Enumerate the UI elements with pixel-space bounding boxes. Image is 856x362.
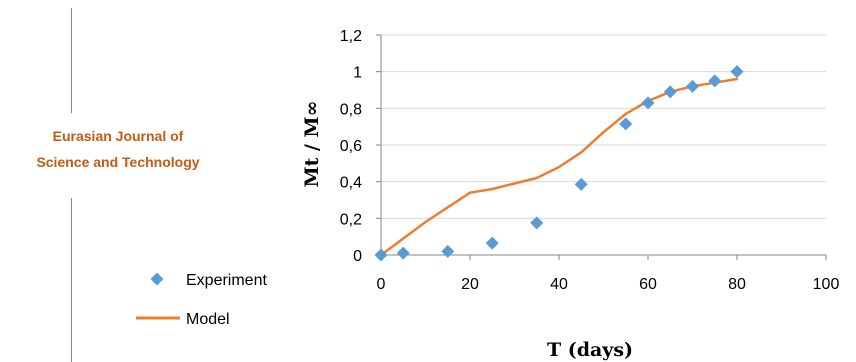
y-tick-label-5: 1 — [353, 65, 362, 82]
experiment-point-4 — [530, 216, 544, 230]
page-margin-rule-bottom — [71, 198, 72, 362]
experiment-point-7 — [641, 96, 655, 110]
y-tick-labels: 0 0,2 0,4 0,6 0,8 1 1,2 — [340, 28, 362, 265]
gridlines — [381, 34, 826, 219]
x-tick-label-1: 20 — [461, 276, 479, 293]
experiment-point-5 — [574, 177, 588, 191]
y-tick-label-3: 0,6 — [340, 138, 362, 155]
page-margin-rule-top — [71, 8, 72, 113]
y-tick-label-4: 0,8 — [340, 101, 362, 118]
legend-experiment-marker — [150, 272, 164, 286]
legend-experiment-label: Experiment — [186, 272, 267, 289]
watermark-line-2: Science and Technology — [0, 149, 236, 175]
experiment-point-2 — [441, 244, 455, 258]
series-model — [379, 77, 739, 257]
x-tick-label-0: 0 — [377, 276, 386, 293]
x-axis-title: T (days) — [547, 339, 633, 361]
y-axis-title: Mt / M∞ — [301, 101, 323, 188]
y-tick-label-1: 0,2 — [340, 211, 362, 228]
axes — [376, 34, 827, 260]
experiment-point-1 — [396, 246, 410, 260]
experiment-point-11 — [730, 65, 744, 79]
experiment-point-6 — [619, 117, 633, 131]
x-tick-label-5: 100 — [813, 276, 840, 293]
legend-model-label: Model — [186, 311, 230, 328]
y-tick-label-0: 0 — [353, 248, 362, 265]
watermark-line-1: Eurasian Journal of — [0, 123, 236, 149]
legend: Experiment Model — [136, 272, 267, 328]
series-experiment — [374, 65, 744, 262]
x-tick-label-2: 40 — [550, 276, 568, 293]
experiment-point-3 — [485, 236, 499, 250]
x-tick-label-4: 80 — [728, 276, 746, 293]
experiment-point-10 — [708, 74, 722, 88]
model-line — [379, 77, 739, 257]
x-tick-label-3: 60 — [639, 276, 657, 293]
x-tick-labels: 0 20 40 60 80 100 — [377, 276, 840, 293]
experiment-point-0 — [374, 248, 388, 262]
experiment-point-9 — [686, 79, 699, 93]
y-tick-label-6: 1,2 — [340, 28, 362, 45]
experiment-point-8 — [663, 85, 677, 99]
y-tick-label-2: 0,4 — [340, 175, 362, 192]
journal-watermark: Eurasian Journal of Science and Technolo… — [0, 123, 236, 175]
